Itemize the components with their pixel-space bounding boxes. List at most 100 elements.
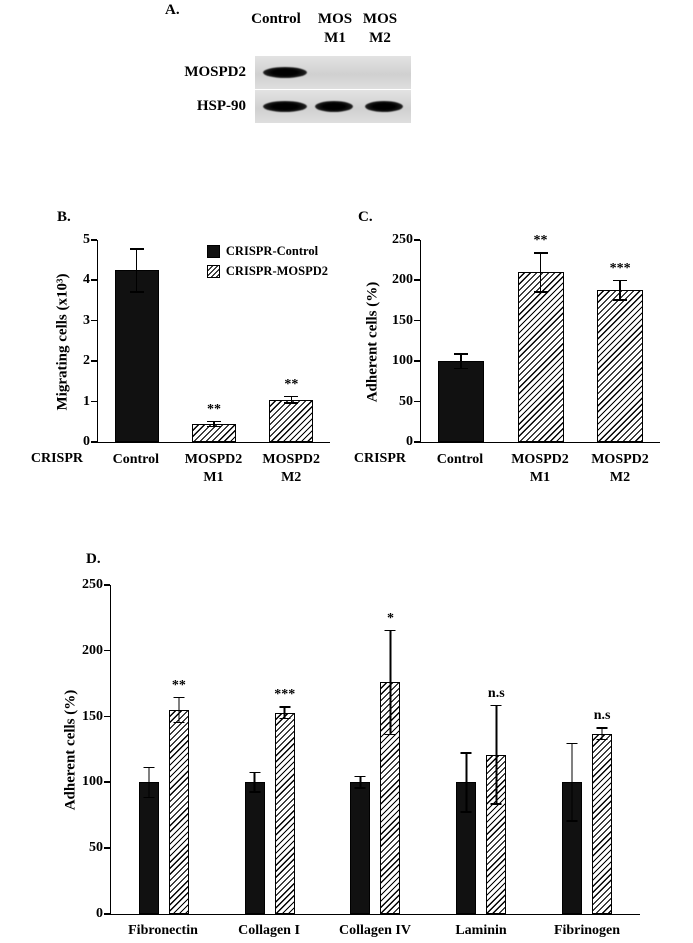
- y-tick-mark: [414, 279, 420, 281]
- error-bar-part: [571, 742, 573, 822]
- bar-group: ***: [217, 585, 323, 914]
- error-bar-part: [173, 696, 185, 699]
- error-bar-part: [460, 752, 472, 754]
- blot-lane-header-line: M1: [324, 29, 346, 46]
- x-category-label: MOSPD2 M1: [500, 451, 580, 487]
- bar-fill: [274, 712, 295, 914]
- x-category-label-line: Laminin: [455, 923, 507, 938]
- error-bar-part: [279, 717, 291, 720]
- blot-band: [365, 101, 403, 112]
- error-bar: [453, 353, 468, 370]
- y-tick-label: 1: [83, 393, 90, 409]
- bar-crispr-mospd2: **: [168, 678, 189, 914]
- y-tick-mark: [104, 913, 110, 915]
- bar-group: *: [323, 585, 429, 914]
- blot-lane-header-line: M2: [369, 29, 391, 46]
- x-axis-prefix: CRISPR: [30, 451, 83, 466]
- y-tick-label: 150: [82, 708, 103, 724]
- western-blot-strip-hsp90: [255, 90, 411, 123]
- bar-fill: [269, 399, 314, 442]
- blot-band: [315, 101, 353, 112]
- error-bar-part: [206, 420, 221, 423]
- error-bar-part: [465, 752, 468, 813]
- x-category-label-line: M2: [609, 470, 631, 486]
- blot-lane-header-mos-m1: MOS M1: [313, 10, 357, 48]
- error-bar-part: [253, 771, 256, 793]
- error-bar-part: [178, 696, 180, 724]
- y-tick-mark: [414, 360, 420, 362]
- legend-item-control: CRISPR-Control: [206, 244, 328, 259]
- x-category-label-line: M1: [529, 470, 551, 486]
- y-tick-label: 200: [392, 272, 413, 288]
- bar-crispr-mospd2: **: [191, 402, 236, 442]
- y-tick-label: 4: [83, 272, 90, 288]
- error-bar-part: [213, 420, 215, 428]
- blot-lane-header-line: MOS: [317, 11, 353, 27]
- panel-c-label: C.: [358, 209, 373, 225]
- y-tick-mark: [91, 239, 97, 241]
- y-tick-mark: [91, 400, 97, 403]
- bar-group: ***: [580, 240, 660, 442]
- error-bar-part: [148, 766, 150, 799]
- bar-crispr-mospd2: **: [269, 377, 314, 442]
- significance-label: **: [533, 233, 548, 249]
- x-axis-labels: Fibronectin Collagen I Collagen IV Laminin F…: [110, 922, 640, 940]
- x-axis-labels: CRISPR Control MOSPD2 M1 MOSPD2 M2: [31, 451, 330, 487]
- error-bar-part: [284, 395, 299, 398]
- y-axis-label: Adherent cells (%): [364, 281, 381, 402]
- y-tick-mark: [414, 400, 420, 403]
- blot-band: [263, 67, 307, 78]
- error-bar: [143, 766, 155, 799]
- bar-group: **: [501, 233, 581, 442]
- y-tick-mark: [104, 649, 110, 652]
- western-blot-strip-mospd2: [255, 56, 411, 89]
- bar-fill: [350, 782, 371, 914]
- bar-crispr-control: [350, 775, 371, 914]
- y-tick-label: 50: [399, 393, 413, 409]
- bar-fill: [592, 733, 613, 914]
- blot-row-label-mospd2: MOSPD2: [184, 64, 246, 80]
- x-category-label-line: Control: [436, 452, 484, 467]
- bar-group: [421, 240, 501, 442]
- bar-crispr-control: [138, 766, 159, 914]
- x-category-label: MOSPD2 M1: [175, 451, 253, 487]
- bar-crispr-mospd2: n.s: [486, 686, 507, 914]
- bar-fill: [517, 272, 564, 442]
- bar-groups: ** *** * n.s n.s: [111, 585, 640, 914]
- blot-lane-header-line: MOS: [362, 11, 398, 27]
- significance-label: n.s: [593, 708, 611, 724]
- y-tick-label: 2: [83, 353, 90, 369]
- error-bar-part: [290, 395, 293, 404]
- error-bar-part: [596, 738, 608, 741]
- error-bar: [354, 775, 366, 789]
- y-axis-label: Migrating cells (x10³): [54, 273, 71, 410]
- x-category-label: Fibrinogen: [534, 922, 640, 940]
- bar-crispr-mospd2: n.s: [592, 708, 613, 914]
- bar-group: n.s: [534, 585, 640, 914]
- error-bar-part: [129, 248, 144, 250]
- blot-lane-header-line: Control: [251, 11, 301, 27]
- bar-fill: [244, 782, 265, 914]
- error-bar-part: [613, 279, 628, 282]
- error-bar-part: [143, 766, 155, 769]
- error-bar: [279, 706, 291, 720]
- error-bar: [173, 696, 185, 724]
- error-bar-part: [613, 299, 628, 301]
- error-bar-part: [596, 727, 608, 729]
- significance-label: **: [171, 677, 186, 693]
- x-category-label: Control: [420, 451, 500, 487]
- y-tick-mark: [104, 715, 110, 718]
- blot-lane-header-mos-m2: MOS M2: [358, 10, 402, 48]
- error-bar-part: [460, 811, 472, 813]
- x-category-label: Collagen I: [216, 922, 322, 940]
- error-bar: [533, 252, 548, 293]
- y-tick-label: 200: [82, 642, 103, 658]
- y-tick-mark: [414, 239, 420, 241]
- bar-crispr-control: [562, 742, 583, 914]
- plot-area: ** ** CRISPR-Control CRISPR-MOSPD2 0 1 2 3 4 5: [83, 232, 330, 449]
- error-bar-part: [539, 252, 542, 293]
- bar-groups: ** ***: [421, 233, 660, 442]
- error-bar-part: [533, 291, 548, 293]
- y-tick-label: 5: [83, 232, 90, 247]
- x-category-label-line: MOSPD2: [184, 452, 243, 467]
